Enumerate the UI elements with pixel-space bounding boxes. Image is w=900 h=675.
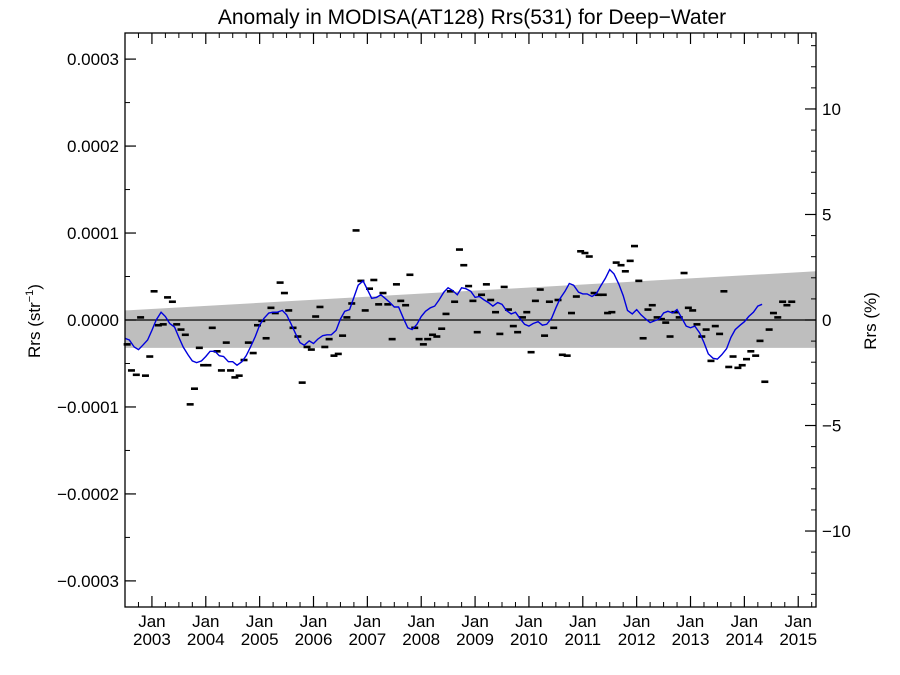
x-tick-label-year: 2014: [725, 630, 763, 649]
x-tick-label-year: 2009: [456, 630, 494, 649]
y-axis-label-left-close: ): [25, 284, 44, 290]
y-tick-label-left: −0.0001: [57, 398, 119, 417]
y-tick-label-left: 0.0002: [67, 137, 119, 156]
y-axis-label-left: Rrs (str−1): [24, 284, 44, 358]
x-tick-label-month: Jan: [569, 612, 596, 631]
y-tick-label-right: 5: [822, 205, 831, 224]
y-tick-label-right: 0: [822, 311, 831, 330]
x-tick-label-year: 2005: [241, 630, 279, 649]
x-tick-label-month: Jan: [192, 612, 219, 631]
y-tick-label-left: 0.0000: [67, 311, 119, 330]
y-tick-label-left: −0.0003: [57, 572, 119, 591]
x-tick-label-month: Jan: [731, 612, 758, 631]
chart-title: Anomaly in MODISA(AT128) Rrs(531) for De…: [218, 6, 726, 29]
y-tick-label-right: −10: [822, 522, 851, 541]
x-tick-label-month: Jan: [300, 612, 327, 631]
y-tick-label-left: 0.0001: [67, 224, 119, 243]
x-tick-label-month: Jan: [461, 612, 488, 631]
x-tick-label-year: 2012: [618, 630, 656, 649]
x-tick-label-month: Jan: [785, 612, 812, 631]
x-tick-label-year: 2010: [510, 630, 548, 649]
x-tick-label-year: 2008: [402, 630, 440, 649]
x-tick-label-year: 2004: [187, 630, 225, 649]
x-tick-label-month: Jan: [408, 612, 435, 631]
y-tick-label-right: −5: [822, 417, 841, 436]
y-axis-label-right: Rrs (%): [861, 292, 880, 350]
x-tick-label-month: Jan: [246, 612, 273, 631]
plot-area: −0.0003 −0.0002 −0.0001 0.0000 0.0001 0.0002 0…: [57, 32, 851, 649]
x-tick-label-year: 2006: [295, 630, 333, 649]
x-tick-label-year: 2013: [672, 630, 710, 649]
x-tick-label-month: Jan: [623, 612, 650, 631]
x-tick-label-year: 2015: [779, 630, 817, 649]
y-tick-label-right: 10: [822, 100, 841, 119]
y-tick-label-left: −0.0002: [57, 485, 119, 504]
x-tick-label-month: Jan: [138, 612, 165, 631]
x-tick-label-month: Jan: [354, 612, 381, 631]
smoothed-anomaly-line: [124, 268, 763, 367]
x-tick-label-year: 2007: [348, 630, 386, 649]
x-tick-label-month: Jan: [515, 612, 542, 631]
x-tick-label-year: 2003: [133, 630, 171, 649]
y-tick-label-left: 0.0003: [67, 50, 119, 69]
uncertainty-band: [125, 271, 816, 348]
x-tick-label-year: 2011: [565, 630, 602, 649]
y-axis-label-left-superscript: −1: [24, 290, 36, 303]
y-axis-label-left-base: Rrs (str: [25, 302, 44, 358]
x-tick-label-month: Jan: [677, 612, 704, 631]
